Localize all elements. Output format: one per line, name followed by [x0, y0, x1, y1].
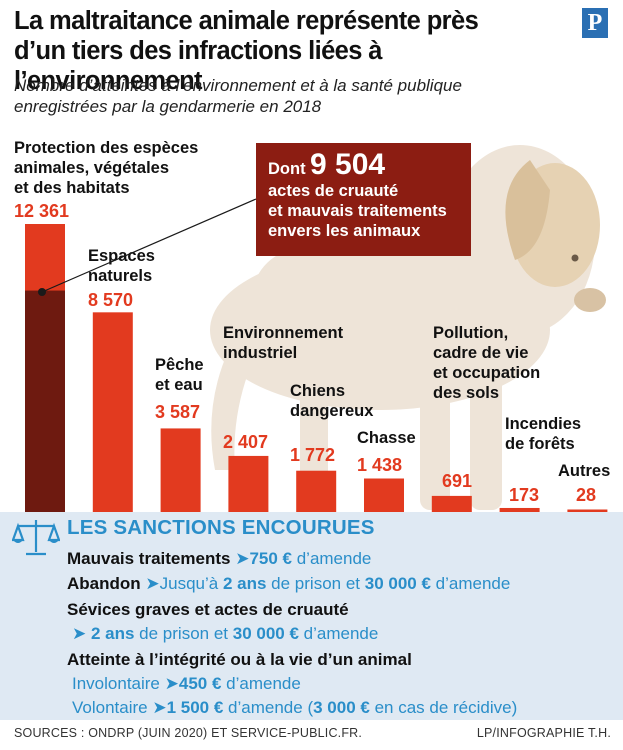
sanction-involontaire: Involontaire ➤450 € d’amende	[72, 674, 301, 693]
arrow-icon: ➤	[235, 549, 250, 568]
value-label-chasse: 1 438	[357, 455, 403, 475]
arrow-icon: ➤	[145, 574, 160, 593]
bar-8	[499, 507, 540, 512]
category-label-chasse: Chasse	[357, 429, 416, 447]
category-label-environnement-industriel: Environnement industriel	[223, 324, 344, 362]
value-label-pollution: 691	[442, 471, 473, 491]
sanction-abandon: Abandon ➤Jusqu’à 2 ans de prison et 30 0…	[67, 574, 511, 593]
bar-1-cruelty-segment	[25, 290, 65, 512]
scales-icon	[12, 520, 60, 556]
chart-title: La maltraitance animale représente près …	[14, 6, 574, 96]
category-label-espaces-naturels: Espaces naturels	[88, 247, 155, 285]
subtitle-line-2: enregistrées par la gendarmerie en 2018	[14, 97, 322, 116]
bar-9	[567, 509, 608, 512]
sanction-sevices-title: Sévices graves et actes de cruauté	[67, 600, 349, 619]
sanction-atteinte-title: Atteinte à l’intégrité ou à la vie d’un …	[67, 650, 412, 669]
callout-pointer	[38, 198, 257, 296]
callout-line-3: envers les animaux	[268, 222, 421, 240]
arrow-icon: ➤	[164, 674, 179, 693]
bar-6	[364, 478, 404, 512]
value-label-espaces-naturels: 8 570	[88, 290, 134, 310]
bar-7	[431, 495, 472, 512]
category-label-protection: Protection des espèces animales, végétal…	[14, 139, 199, 197]
value-label-incendies: 173	[509, 485, 540, 505]
category-label-autres: Autres	[558, 462, 611, 480]
dog-illustration	[210, 145, 606, 510]
callout-line-2: et mauvais traitements	[268, 202, 447, 220]
bar-3	[160, 428, 201, 512]
arrow-icon: ➤	[72, 624, 91, 643]
title-line-1: La maltraitance animale représente près	[14, 7, 479, 35]
category-label-pollution: Pollution, cadre de vie et occupation de…	[433, 324, 541, 402]
callout-value: 9 504	[310, 148, 386, 181]
callout-prefix: Dont	[268, 160, 306, 178]
subtitle-line-1: Nombre d’atteintes à l’environnement et …	[14, 76, 462, 95]
title-line-2: d’un tiers des infractions liées à l’env…	[14, 37, 382, 95]
category-label-peche: Pêche et eau	[155, 356, 204, 394]
value-label-autres: 28	[576, 485, 597, 505]
sanction-mauvais-traitements: Mauvais traitements ➤750 € d’amende	[67, 549, 372, 568]
chart-subtitle: Nombre d’atteintes à l’environnement et …	[14, 75, 614, 117]
value-label-peche: 3 587	[155, 402, 201, 422]
sanction-volontaire: Volontaire ➤1 500 € d’amende (3 000 € en…	[72, 698, 518, 717]
callout-line-1: actes de cruauté	[268, 182, 399, 200]
footer-credit: LP/INFOGRAPHIE T.H.	[476, 726, 611, 740]
value-label-environnement-industriel: 2 407	[223, 432, 269, 452]
bar-chart	[25, 224, 608, 512]
parisien-logo: P	[582, 8, 608, 38]
bar-2	[92, 312, 133, 512]
footer-sources: SOURCES : ONDRP (JUIN 2020) ET SERVICE-P…	[14, 726, 363, 740]
category-label-chiens-dangereux: Chiens dangereux	[290, 382, 374, 420]
sanction-sevices-detail: ➤ 2 ans de prison et 30 000 € d’amende	[72, 624, 379, 643]
sanctions-panel	[0, 512, 623, 720]
value-label-chiens-dangereux: 1 772	[290, 445, 336, 465]
bar-5	[296, 470, 337, 512]
category-label-incendies: Incendies de forêts	[505, 415, 582, 453]
sanctions-title: LES SANCTIONS ENCOURUES	[67, 516, 375, 539]
arrow-icon: ➤	[152, 698, 167, 717]
value-label-protection: 12 361	[14, 201, 70, 221]
cruelty-callout: Dont 9 504 actes de cruauté et mauvais t…	[256, 143, 471, 256]
bar-4	[228, 455, 269, 512]
